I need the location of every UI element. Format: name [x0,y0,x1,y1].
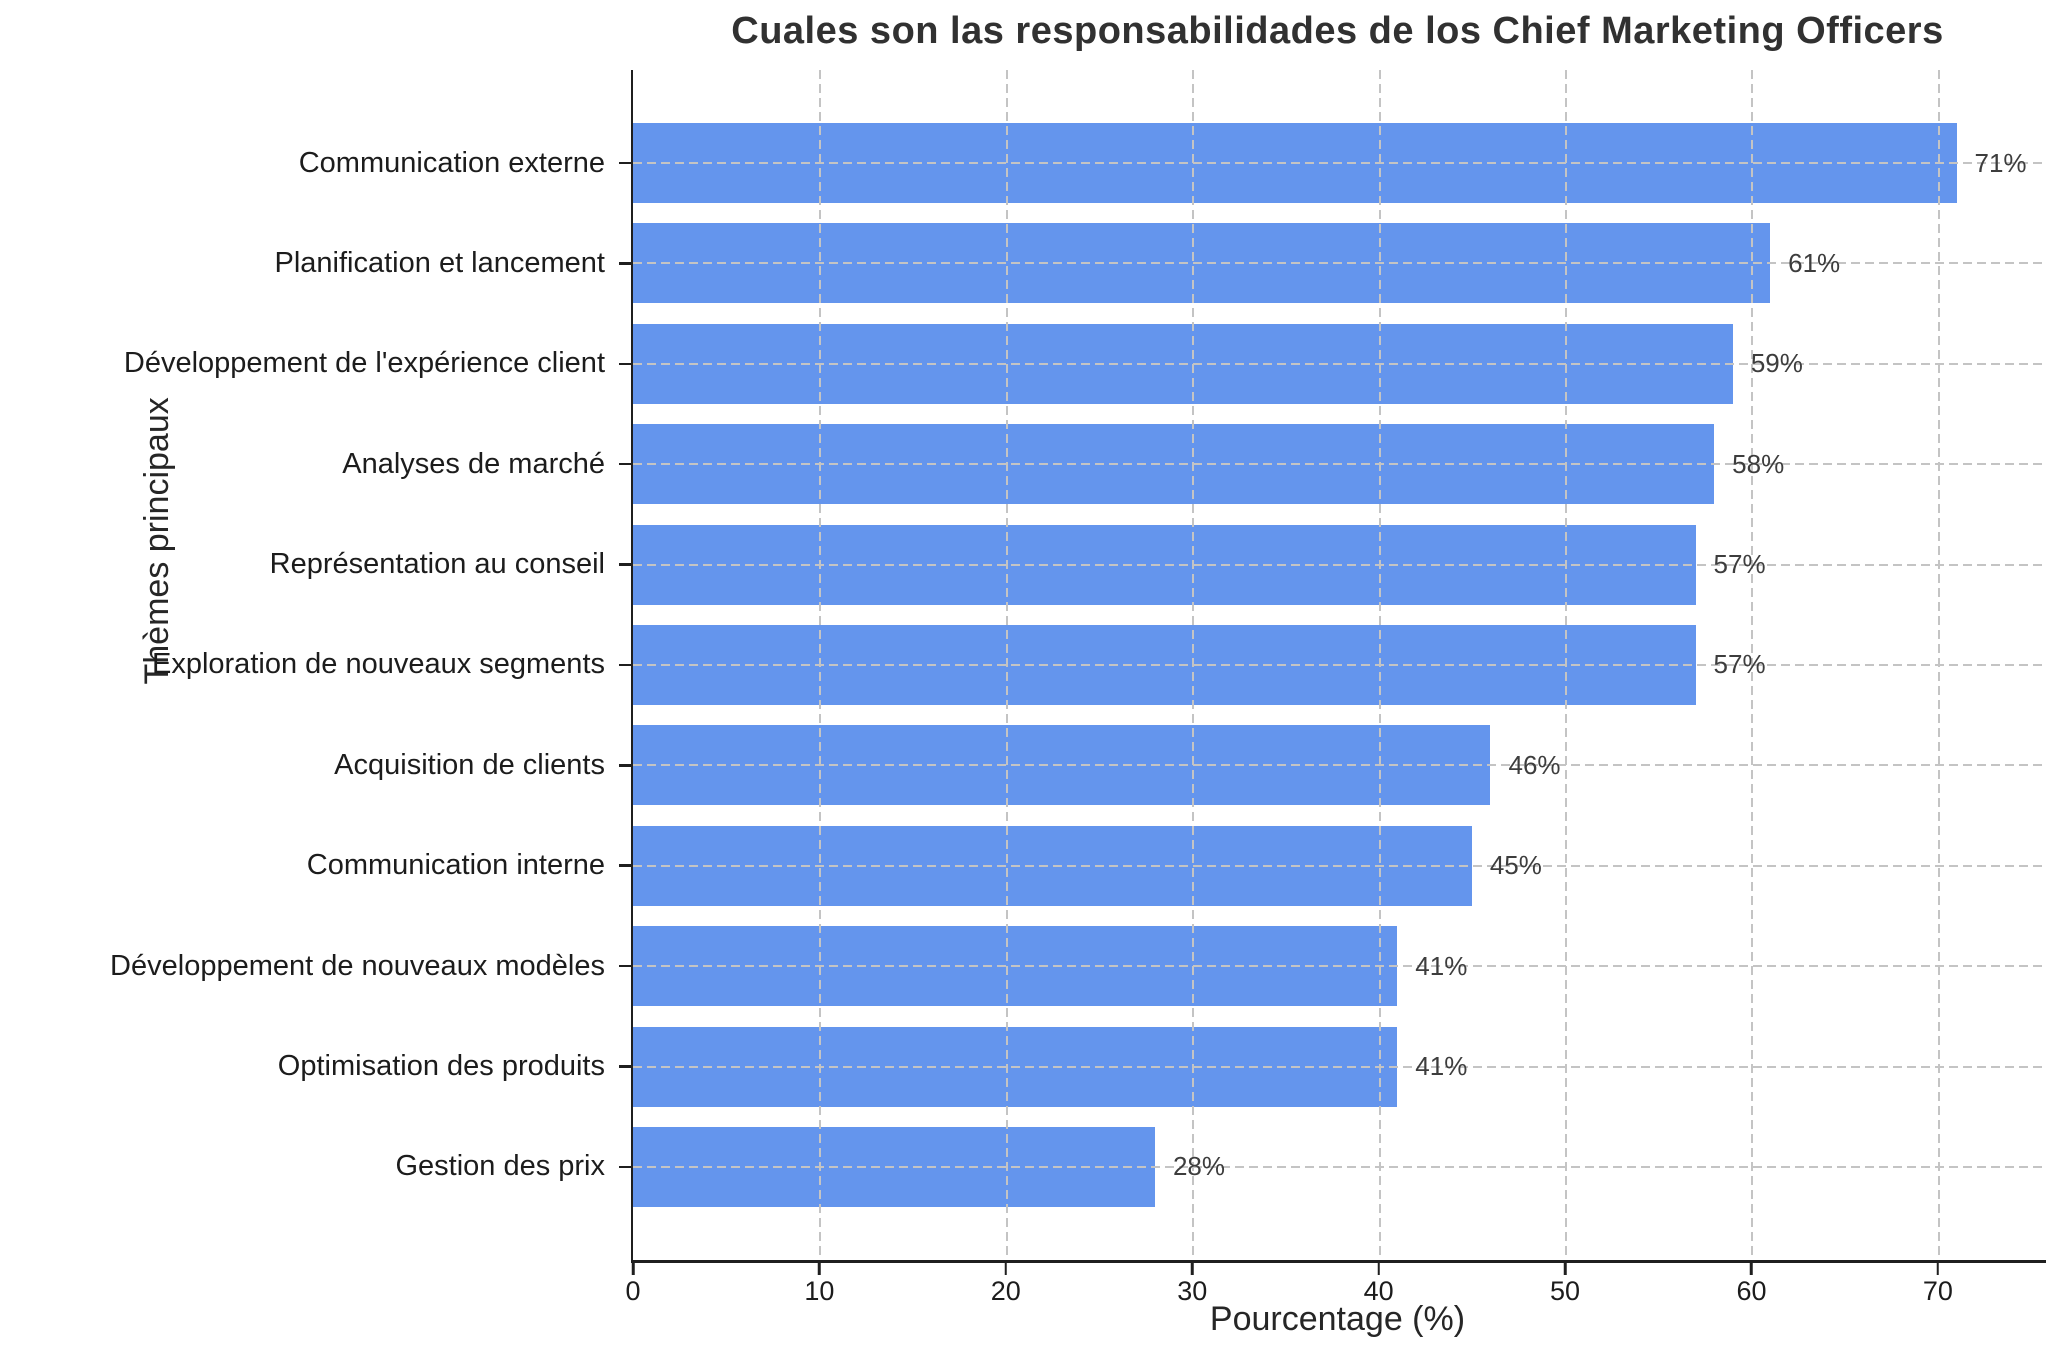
category-label: Optimisation des produits [277,1050,605,1083]
bar-value-label: 57% [1713,549,1766,580]
gridline-horizontal [633,463,2046,466]
bar-value-label: 71% [1974,147,2027,178]
gridline-horizontal [633,162,2046,164]
x-tick-mark [1563,1263,1567,1275]
bar-value-label: 58% [1732,448,1785,479]
category-label: Communication interne [306,849,605,882]
category-label: Planification et lancement [274,246,605,279]
category-row: Gestion des prix [0,1127,618,1207]
gridline-vertical [1192,70,1195,1260]
bar-row: 58% [619,424,2046,505]
category-label: Acquisition de clients [334,748,605,781]
category-row: Analyses de marché [0,424,618,504]
bars-container: 71% 61% 59% 58% 57% 57% 46% [619,70,2046,1260]
y-tick-mark [619,663,631,667]
y-tick-mark [619,764,631,767]
category-row: Optimisation des produits [0,1027,618,1107]
bar-value-label: 61% [1788,247,1841,278]
gridline-horizontal [633,864,2046,867]
gridline-vertical [1565,70,1568,1260]
x-tick-label: 40 [1363,1276,1394,1306]
bar-value-label: 59% [1750,348,1803,379]
y-tick-mark [619,563,631,566]
y-tick-mark [619,362,631,366]
bar-value-label: 45% [1489,850,1542,881]
x-tick-mark [1004,1263,1008,1275]
x-tick-label: 30 [1177,1276,1208,1306]
category-label: Gestion des prix [395,1150,605,1183]
bar-row: 41% [619,1026,2046,1107]
category-row: Acquisition de clients [0,725,618,805]
bar-row: 71% [619,123,2046,203]
x-axis-label: Pourcentage (%) [1209,1300,1466,1338]
bar-row: 28% [619,1126,2046,1207]
x-tick-mark [818,1263,821,1275]
y-tick-mark [619,1065,631,1068]
gridline-horizontal [633,965,2046,968]
gridline-vertical [1937,70,1940,1260]
bar-value-label: 41% [1415,950,1468,981]
x-tick-label: 60 [1736,1276,1767,1306]
bar-value-label: 46% [1508,749,1561,780]
gridline-horizontal [633,764,2046,767]
bar-value-label: 28% [1172,1151,1225,1182]
x-tick-mark [1750,1263,1753,1275]
gridline-horizontal [633,262,2046,265]
category-row: Communication interne [0,826,618,906]
bar-value-label: 41% [1415,1051,1468,1082]
gridline-vertical [819,70,822,1260]
x-tick-label: 20 [990,1276,1021,1306]
bar-row: 59% [619,323,2046,404]
gridline-horizontal [633,663,2046,666]
category-row: Planification et lancement [0,223,618,303]
gridline-vertical [1751,70,1754,1260]
y-tick-mark [619,262,631,265]
y-tick-mark [619,161,631,165]
bar-row: 61% [619,223,2046,304]
category-axis: Communication externe Planification et l… [0,70,618,1260]
y-tick-mark [619,864,631,867]
category-label: Exploration de nouveaux segments [151,648,605,681]
gridline-vertical [1005,70,1008,1260]
x-tick-mark [1190,1263,1194,1275]
plot-area: 71% 61% 59% 58% 57% 57% 46% [619,70,2046,1306]
gridline-horizontal [633,1165,2046,1168]
category-row: Représentation au conseil [0,525,618,605]
chart-title: Cuales son las responsabilidades de los … [731,10,1944,52]
bar-row: 45% [619,825,2046,906]
gridline-horizontal [633,1065,2046,1068]
category-label: Développement de l'expérience client [123,347,605,380]
x-tick-mark [631,1263,635,1275]
bar-row: 57% [619,624,2046,705]
category-row: Développement de nouveaux modèles [0,926,618,1006]
category-row: Développement de l'expérience client [0,324,618,404]
category-row: Exploration de nouveaux segments [0,625,618,705]
gridline-horizontal [633,362,2046,365]
category-label: Communication externe [298,146,605,179]
category-label: Développement de nouveaux modèles [110,949,605,982]
gridline-horizontal [633,563,2046,566]
x-tick-label: 0 [625,1276,641,1306]
x-tick-label: 50 [1550,1276,1581,1306]
x-tick-mark [1377,1263,1380,1275]
x-tick-label: 10 [804,1276,835,1306]
y-tick-mark [619,964,631,968]
category-label: Analyses de marché [342,447,605,480]
bar-row: 57% [619,524,2046,605]
category-label: Représentation au conseil [269,548,605,581]
x-tick-mark [1936,1263,1940,1275]
gridline-vertical [1378,70,1381,1260]
category-row: Communication externe [0,123,618,203]
bar-row: 41% [619,926,2046,1007]
y-tick-mark [619,1165,631,1169]
x-tick-label: 70 [1922,1276,1953,1306]
bar-value-label: 57% [1713,649,1766,680]
bar-row: 46% [619,725,2046,806]
y-tick-mark [619,462,631,466]
